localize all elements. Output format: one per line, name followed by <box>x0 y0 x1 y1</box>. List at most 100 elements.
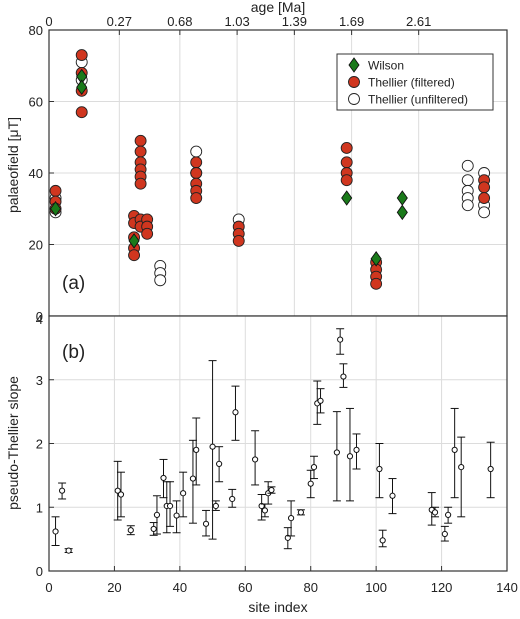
slope-marker <box>153 511 161 519</box>
slope-marker <box>376 465 383 473</box>
panel-a-point-circle <box>340 142 353 154</box>
slope-marker <box>268 486 275 494</box>
slope-marker <box>297 509 304 516</box>
slope-marker <box>333 449 340 456</box>
panel-a-point-circle <box>370 277 383 290</box>
panel-a-point-circle-open <box>154 274 167 287</box>
slope-marker <box>189 475 197 482</box>
panel-b-point <box>260 503 269 518</box>
panel-b-point <box>316 388 325 414</box>
panel-a-point-circle <box>190 156 203 169</box>
panel-a-point-diamond <box>128 233 140 249</box>
panel-a-point-diamond <box>341 190 353 206</box>
legend-label: Thellier (unfiltered) <box>368 93 468 107</box>
panel-b-point <box>375 443 384 499</box>
panel-b-ytick-label: 3 <box>36 373 43 388</box>
slope-marker <box>232 409 239 416</box>
slope-marker <box>317 397 324 404</box>
slope-marker <box>114 487 121 494</box>
panel-a-marks <box>49 49 491 290</box>
panel-b-point <box>283 527 292 550</box>
top-axis-tick-label: 0 <box>45 14 52 29</box>
x-axis-title: site index <box>248 599 307 615</box>
slope-marker <box>445 511 452 519</box>
panel-b-xtick-label: 100 <box>365 580 387 595</box>
panel-a-label: (a) <box>62 273 85 294</box>
panel-b-xtick-label: 40 <box>173 580 187 595</box>
panel-a-ytick-label: 20 <box>29 238 43 253</box>
panel-b-point <box>332 411 341 502</box>
slope-marker <box>193 446 200 453</box>
panel-b-point <box>166 481 175 527</box>
legend: Wilson Thellier (filtered) Thellier (unfil… <box>336 53 494 111</box>
panel-a-point-diamond <box>370 251 382 267</box>
panel-b-xtick-label: 0 <box>45 580 52 595</box>
legend-label: Thellier (filtered) <box>368 76 455 90</box>
slope-marker <box>202 520 210 527</box>
panel-b-point <box>388 478 397 515</box>
top-axis-tick-label: 2.61 <box>406 14 431 29</box>
slope-marker <box>209 443 216 450</box>
slope-marker <box>160 474 167 482</box>
panel-a-point-circle-open <box>190 145 203 158</box>
top-axis-title: age [Ma] <box>251 0 305 15</box>
slope-marker <box>287 514 295 522</box>
legend-box <box>336 53 494 111</box>
panel-b-point <box>431 506 440 518</box>
panel-a-point-circle <box>75 106 88 119</box>
panel-b-point <box>192 417 201 486</box>
slope-marker <box>284 534 291 541</box>
slope-marker <box>389 492 396 499</box>
panel-b-point <box>159 458 168 499</box>
panel-b-point <box>251 430 260 486</box>
panel-b-point <box>188 439 197 524</box>
slope-marker <box>258 502 265 510</box>
panel-b-ytick-label: 4 <box>36 312 43 327</box>
panel-b-marks <box>51 328 495 554</box>
panel-a-point-circle <box>478 181 491 194</box>
panel-b-point <box>257 494 266 521</box>
slope-marker <box>117 491 125 498</box>
panel-a-point-circle <box>340 156 353 169</box>
panel-b-point <box>440 525 449 542</box>
legend-marker-diamond <box>348 57 360 73</box>
panel-a-point-circle <box>190 167 203 179</box>
panel-b-point <box>345 407 354 502</box>
slope-marker <box>212 502 219 510</box>
slope-marker <box>229 495 236 503</box>
panel-a-point-circle <box>141 227 154 240</box>
slope-marker <box>379 537 386 544</box>
panel-b-point <box>172 500 181 534</box>
panel-b-point <box>51 516 60 546</box>
panel-b-point <box>339 363 348 388</box>
slope-marker <box>441 530 448 538</box>
top-axis-tick-label: 1.69 <box>339 14 364 29</box>
slope-marker <box>216 460 223 467</box>
panel-b-point <box>457 436 466 518</box>
panel-a-point-circle <box>134 145 147 158</box>
panel-b-point <box>116 471 125 518</box>
top-axis-tick-label: 1.39 <box>282 14 307 29</box>
panel-b-point <box>287 500 296 537</box>
panel-b-point <box>149 522 158 536</box>
panel-a-point-diamond <box>76 79 88 95</box>
panel-b-point <box>113 460 122 521</box>
panel-a-point-diamond <box>49 200 62 217</box>
panel-b-point <box>486 441 495 499</box>
panel-b-point <box>228 488 237 508</box>
slope-marker <box>150 525 157 533</box>
panel-a-point-circle <box>478 192 491 204</box>
panel-b-y-axis-title: pseudo-Thellier slope <box>5 376 21 510</box>
panel-b-point <box>231 385 240 441</box>
slope-marker <box>340 373 347 380</box>
panel-a-point-circle <box>232 234 245 247</box>
panel-a-point-circle <box>75 49 88 61</box>
panel-a-point-circle-open <box>461 199 474 212</box>
panel-b-xtick-label: 20 <box>107 580 121 595</box>
panel-b-point <box>64 547 73 554</box>
slope-marker <box>127 527 134 534</box>
